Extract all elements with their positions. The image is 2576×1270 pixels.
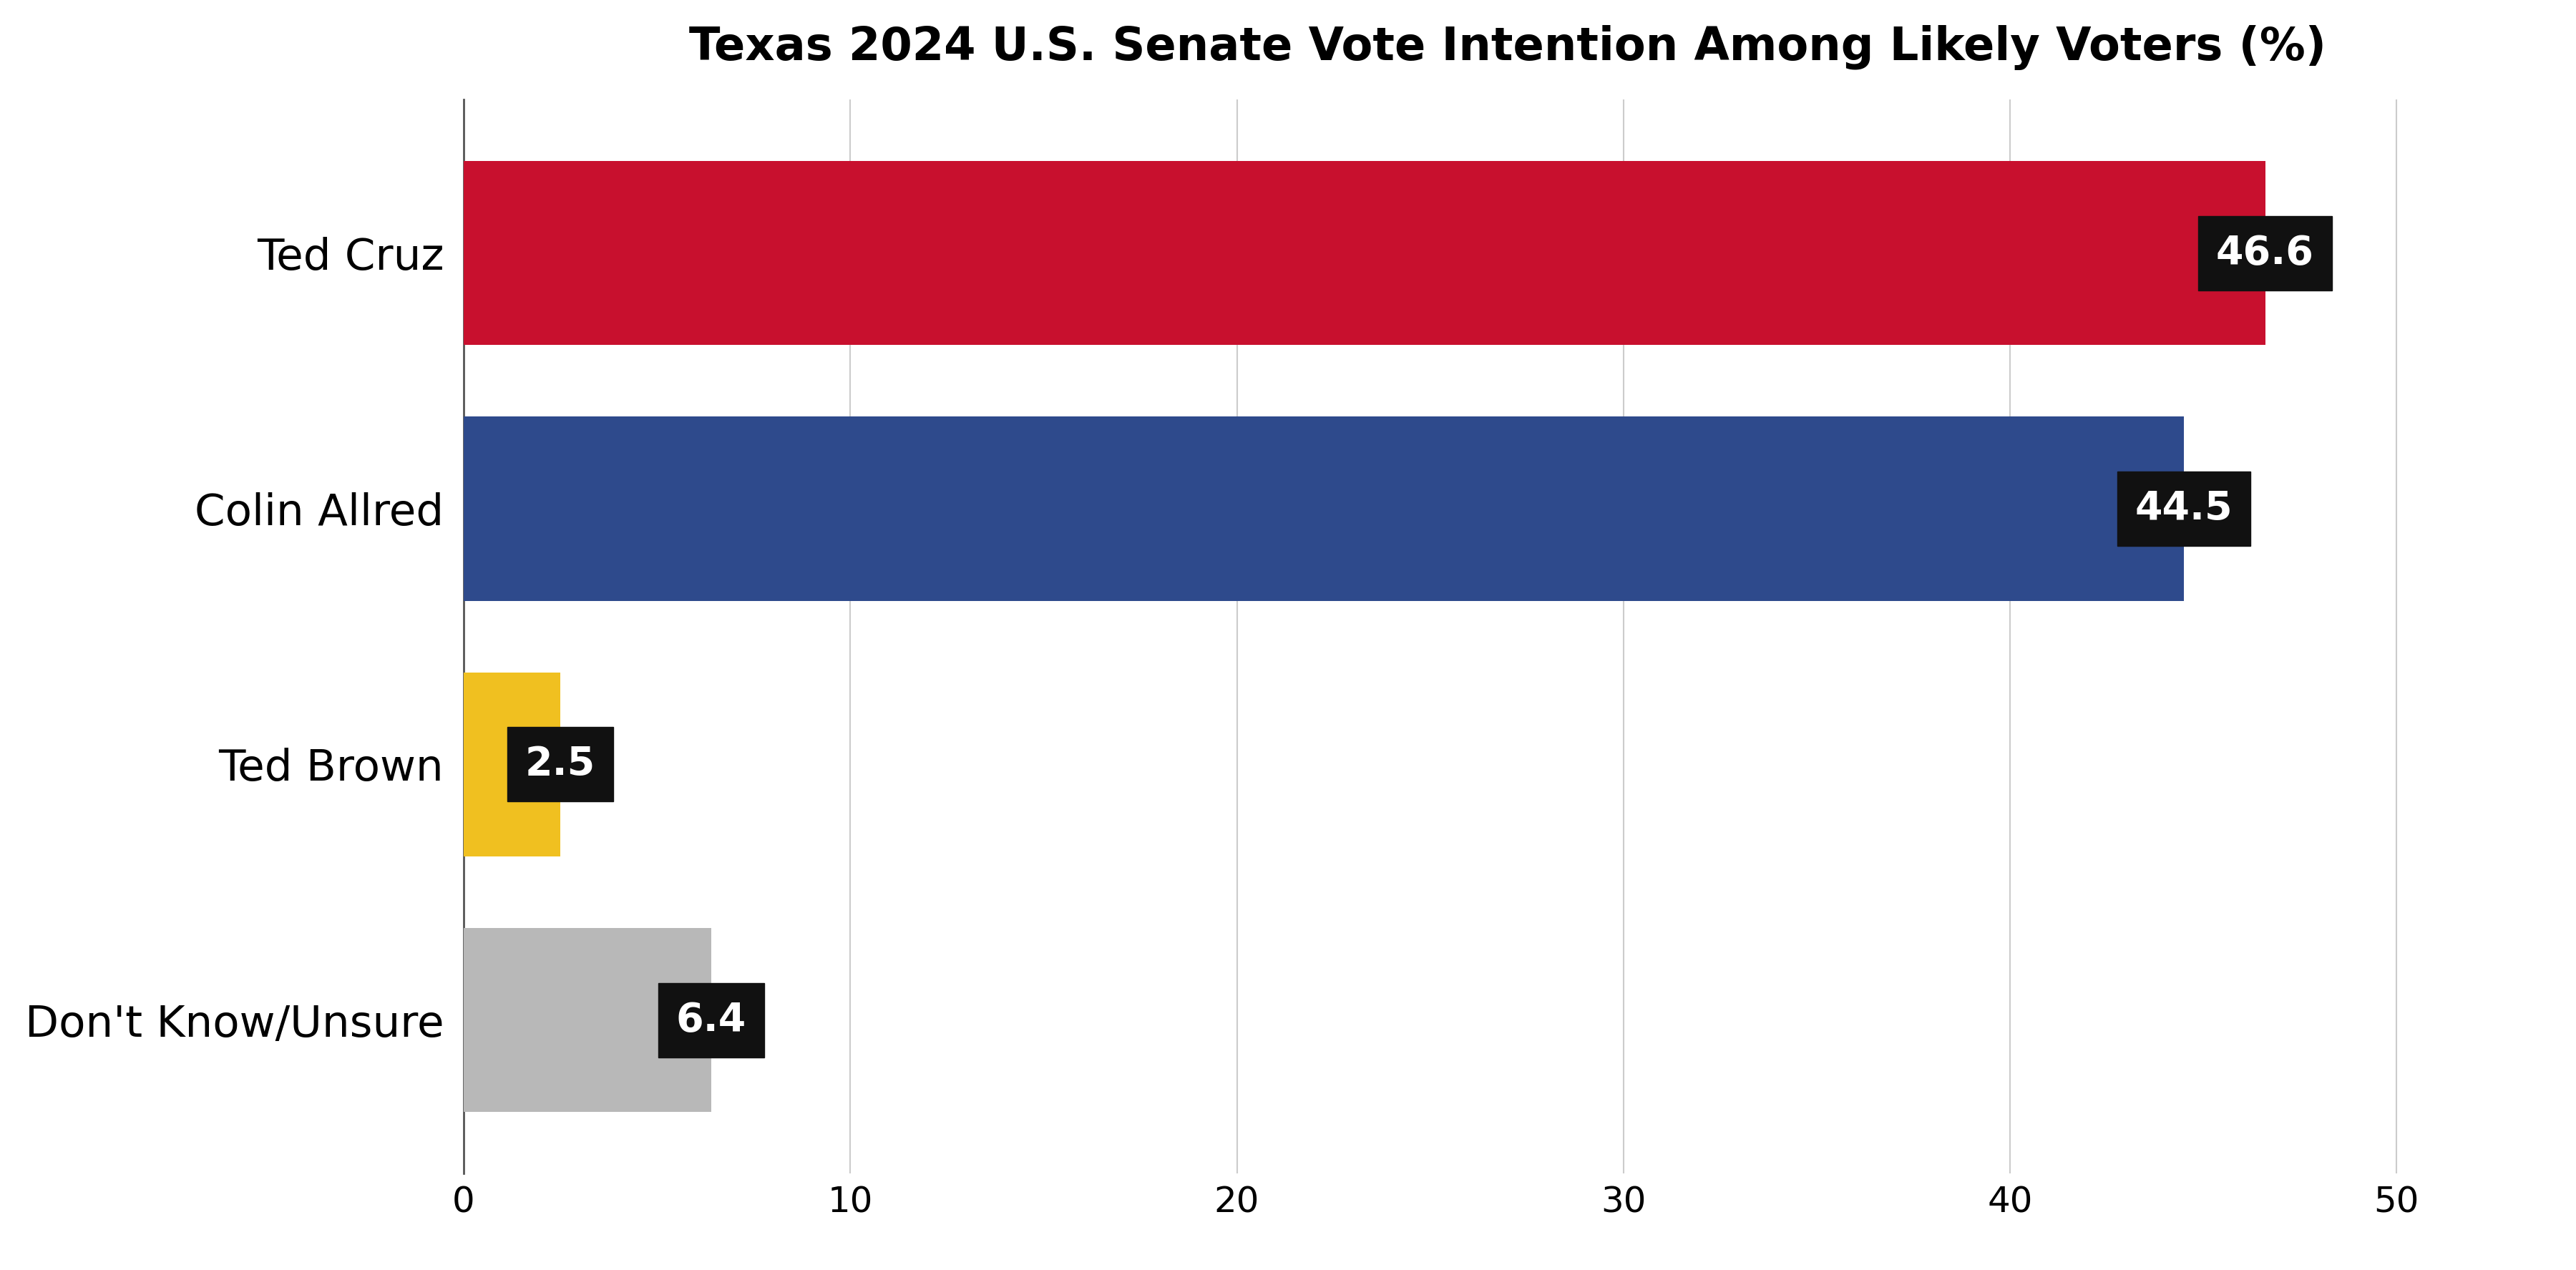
Bar: [464, 161, 2264, 345]
Text: 6.4: 6.4: [675, 1001, 747, 1039]
Text: 44.5: 44.5: [2136, 489, 2233, 528]
Title: Texas 2024 U.S. Senate Vote Intention Among Likely Voters (%): Texas 2024 U.S. Senate Vote Intention Am…: [688, 25, 2326, 70]
Text: 46.6: 46.6: [2215, 234, 2313, 272]
Bar: [464, 672, 562, 856]
Bar: [464, 417, 2184, 601]
Text: 2.5: 2.5: [526, 745, 595, 784]
Bar: [464, 928, 711, 1113]
